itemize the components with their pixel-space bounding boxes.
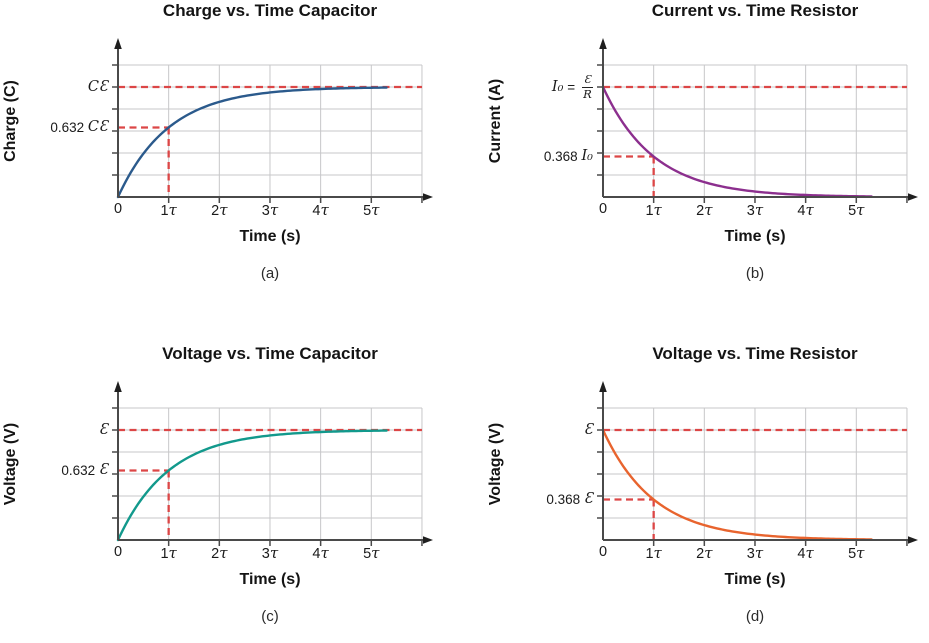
x-tick-label: 5τ bbox=[848, 544, 865, 562]
x-tick-label: 0 bbox=[598, 201, 608, 217]
x-tick-label: 2τ bbox=[696, 201, 713, 219]
chart-title-b: Current vs. Time Resistor bbox=[651, 1, 859, 20]
y-value-label: 0.632 CƐ bbox=[50, 119, 108, 136]
y-value-label: Ɛ bbox=[583, 421, 593, 438]
axis-ticks bbox=[597, 64, 908, 203]
tau-symbol: τ bbox=[269, 201, 279, 219]
panel-a: Charge vs. Time Capacitor Charge (C) Tim… bbox=[0, 0, 444, 300]
chart-title-a: Charge vs. Time Capacitor bbox=[162, 1, 378, 20]
tau-symbol: τ bbox=[371, 544, 380, 562]
axis-ticks bbox=[112, 407, 423, 546]
x-tick-label: 5τ bbox=[363, 201, 380, 219]
y-axis-arrow-icon bbox=[114, 38, 122, 49]
panel-d: Voltage vs. Time Resistor Voltage (V) Ti… bbox=[485, 343, 929, 643]
x-tick-label: 3τ bbox=[746, 201, 764, 219]
plot-area-d bbox=[597, 381, 918, 546]
tau-symbol: τ bbox=[754, 544, 764, 562]
gridlines bbox=[603, 407, 908, 540]
x-axis-arrow-icon bbox=[908, 536, 918, 544]
tau-symbol: τ bbox=[754, 201, 764, 219]
x-axis-arrow-icon bbox=[423, 193, 433, 201]
x-axis-arrow-icon bbox=[423, 536, 433, 544]
y-axis-arrow-icon bbox=[599, 381, 607, 392]
panel-letter-b: (b) bbox=[745, 265, 765, 282]
tau-symbol: τ bbox=[653, 201, 662, 219]
tau-symbol: τ bbox=[704, 201, 713, 219]
curve-a bbox=[116, 86, 388, 199]
panel-letter-d: (d) bbox=[745, 608, 765, 625]
tau-symbol: τ bbox=[371, 201, 380, 219]
x-tick-label: 0 bbox=[113, 201, 123, 217]
x-tick-label: 4τ bbox=[312, 201, 329, 219]
y-axis-arrow-icon bbox=[114, 381, 122, 392]
x-tick-label: 1τ bbox=[160, 544, 177, 562]
dashed-guides bbox=[603, 85, 907, 197]
curve-d bbox=[601, 428, 873, 541]
x-tick-label: 5τ bbox=[848, 201, 865, 219]
x-tick-label: 3τ bbox=[746, 544, 764, 562]
curve-c bbox=[116, 429, 388, 542]
axis-ticks bbox=[597, 407, 908, 546]
tau-symbol: τ bbox=[805, 544, 814, 562]
y-value-label: 0.368 I₀ bbox=[543, 148, 593, 165]
x-tick-label: 2τ bbox=[211, 544, 228, 562]
x-tick-label: 3τ bbox=[261, 544, 279, 562]
x-axis-label-c: Time (s) bbox=[239, 571, 301, 588]
x-tick-label: 1τ bbox=[645, 544, 662, 562]
x-tick-label: 2τ bbox=[696, 544, 713, 562]
x-tick-label: 0 bbox=[598, 544, 608, 560]
x-tick-label: 3τ bbox=[261, 201, 279, 219]
tau-symbol: τ bbox=[320, 201, 329, 219]
y-value-label: 0.368 Ɛ bbox=[546, 491, 593, 508]
panel-c: Voltage vs. Time Capacitor Voltage (V) T… bbox=[0, 343, 444, 643]
dashed-guides bbox=[603, 428, 907, 540]
plot-area-b bbox=[597, 38, 918, 203]
y-value-label: Ɛ bbox=[98, 421, 108, 438]
tau-symbol: τ bbox=[805, 201, 814, 219]
curve-b bbox=[601, 85, 873, 198]
chart-title-c: Voltage vs. Time Capacitor bbox=[162, 344, 378, 363]
tau-symbol: τ bbox=[856, 544, 865, 562]
plot-area-c bbox=[112, 381, 433, 546]
tau-symbol: τ bbox=[704, 544, 713, 562]
y-value-label: 0.632 Ɛ bbox=[61, 462, 108, 479]
x-tick-label: 0 bbox=[113, 544, 123, 560]
plot-area-a bbox=[112, 38, 433, 203]
tau-symbol: τ bbox=[219, 201, 228, 219]
tau-symbol: τ bbox=[856, 201, 865, 219]
x-axis-arrow-icon bbox=[908, 193, 918, 201]
x-tick-label: 5τ bbox=[363, 544, 380, 562]
tau-symbol: τ bbox=[269, 544, 279, 562]
gridlines bbox=[603, 64, 908, 197]
tau-symbol: τ bbox=[653, 544, 662, 562]
y-value-label: CƐ bbox=[87, 78, 108, 95]
panel-letter-a: (a) bbox=[260, 265, 280, 282]
x-tick-label: 4τ bbox=[797, 544, 814, 562]
tau-symbol: τ bbox=[219, 544, 228, 562]
x-tick-label: 2τ bbox=[211, 201, 228, 219]
tau-symbol: τ bbox=[320, 544, 329, 562]
chart-title-d: Voltage vs. Time Resistor bbox=[652, 344, 858, 363]
tau-symbol: τ bbox=[168, 544, 177, 562]
x-tick-label: 1τ bbox=[645, 201, 662, 219]
tau-symbol: τ bbox=[168, 201, 177, 219]
x-tick-label: 4τ bbox=[797, 201, 814, 219]
panel-b: Current vs. Time Resistor Current (A) Ti… bbox=[485, 0, 929, 300]
axis-ticks bbox=[112, 64, 423, 203]
x-tick-label: 1τ bbox=[160, 201, 177, 219]
x-axis-label-b: Time (s) bbox=[724, 228, 786, 245]
x-axis-label-d: Time (s) bbox=[724, 571, 786, 588]
y-axis-arrow-icon bbox=[599, 38, 607, 49]
panel-letter-c: (c) bbox=[261, 608, 279, 625]
x-tick-label: 4τ bbox=[312, 544, 329, 562]
x-axis-label-a: Time (s) bbox=[239, 228, 301, 245]
